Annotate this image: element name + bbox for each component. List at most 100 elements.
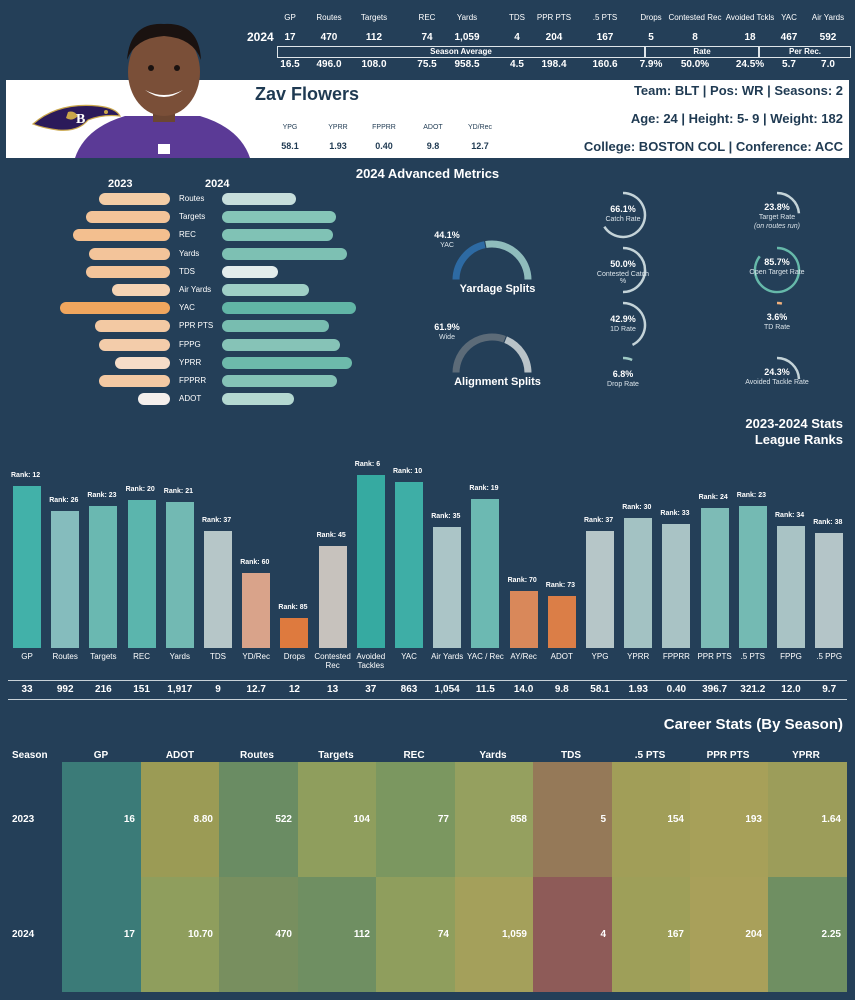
stat-total-value: 33 bbox=[21, 684, 33, 695]
table-header: Season bbox=[12, 750, 48, 761]
table-cell bbox=[768, 877, 847, 992]
stat-total-value: 9.7 bbox=[822, 684, 837, 695]
rank-bar bbox=[586, 531, 614, 648]
mini-stat-header: YPG bbox=[282, 124, 298, 131]
rate-pct: 66.1% bbox=[610, 204, 636, 214]
table-cell-value: 858 bbox=[510, 814, 527, 825]
table-header: Targets bbox=[318, 750, 354, 761]
table-header: REC bbox=[403, 750, 425, 761]
category-label: Air Yards bbox=[431, 652, 464, 661]
category-label: TDS bbox=[210, 652, 226, 661]
rate-pct: 23.8% bbox=[764, 202, 790, 212]
table-header: PPR PTS bbox=[706, 750, 750, 761]
table-cell-value: 104 bbox=[353, 814, 370, 825]
ravens-logo-icon: B bbox=[31, 104, 122, 131]
table-cell bbox=[376, 762, 455, 877]
rank-bar bbox=[13, 485, 41, 648]
category-label: FPPRR bbox=[662, 652, 690, 661]
rate-gauge bbox=[776, 191, 801, 214]
season-average-value: 958.5 bbox=[454, 59, 480, 70]
bar-2024 bbox=[222, 284, 310, 296]
donut-1 bbox=[451, 332, 533, 374]
mini-stat-value: 58.1 bbox=[281, 141, 299, 151]
rank-label: Rank: 10 bbox=[393, 468, 423, 476]
table-cell-value: 470 bbox=[275, 929, 292, 940]
mini-stat-header: ADOT bbox=[423, 124, 443, 131]
rank-label: Rank: 30 bbox=[622, 504, 652, 512]
rate-gauge bbox=[622, 356, 633, 362]
rank-label: Rank: 73 bbox=[545, 582, 575, 590]
bar-2023 bbox=[85, 265, 170, 278]
gauge-arc bbox=[622, 301, 647, 346]
mini-stat-value: 12.7 bbox=[471, 141, 489, 151]
rate-gauge bbox=[603, 191, 647, 239]
table-header: YPRR bbox=[792, 750, 820, 761]
stat-header: Avoided Tckls bbox=[725, 13, 775, 22]
bar-2024 bbox=[222, 356, 352, 369]
season-average-value: 496.0 bbox=[316, 59, 342, 70]
category-label: PPR PTS bbox=[697, 652, 732, 661]
divider bbox=[8, 680, 847, 681]
table-cell bbox=[690, 877, 768, 992]
stat-total-value: 9 bbox=[215, 684, 221, 695]
stat-value: 112 bbox=[365, 32, 383, 43]
season-average-value: 75.5 bbox=[417, 59, 437, 70]
year-2023-label: 2023 bbox=[108, 178, 133, 190]
rank-bar bbox=[547, 596, 576, 648]
table-cell-value: 16 bbox=[123, 814, 135, 825]
table-cell-value: 5 bbox=[600, 814, 606, 825]
stat-total-value: 0.40 bbox=[666, 684, 687, 695]
category-label: FPPG bbox=[780, 652, 802, 661]
table-cell-value: 1.64 bbox=[821, 814, 841, 825]
rank-bar bbox=[815, 532, 844, 648]
bar-2024 bbox=[222, 320, 330, 333]
stat-total-value: 9.8 bbox=[554, 684, 569, 695]
rank-label: Rank: 24 bbox=[698, 493, 728, 501]
table-cell bbox=[298, 762, 376, 877]
stat-total-value: 321.2 bbox=[740, 684, 766, 695]
donut-pct: 61.9% bbox=[434, 322, 460, 332]
stat-total-value: 216 bbox=[95, 684, 112, 695]
rank-bar bbox=[89, 505, 118, 648]
metric-label: TDS bbox=[179, 266, 195, 276]
table-cell bbox=[690, 762, 768, 877]
stat-header: GP bbox=[284, 13, 296, 22]
table-header: GP bbox=[93, 750, 109, 761]
rank-bar bbox=[738, 505, 767, 648]
stat-header: Yards bbox=[456, 13, 478, 22]
table-header: TDS bbox=[561, 750, 581, 761]
rank-label: Rank: 38 bbox=[813, 518, 843, 526]
bar-2024 bbox=[222, 338, 340, 351]
stat-header: Routes bbox=[316, 13, 342, 22]
stat-total-value: 12.0 bbox=[781, 684, 801, 695]
donut-title: Yardage Splits bbox=[459, 283, 536, 295]
stat-total-value: 1,917 bbox=[167, 684, 193, 695]
rate-pct: 50.0% bbox=[610, 259, 636, 269]
stat-value: 167 bbox=[596, 32, 614, 43]
bar-2023 bbox=[98, 338, 170, 351]
metric-label: ADOT bbox=[179, 394, 202, 404]
category-label: YD/Rec bbox=[242, 652, 270, 661]
mini-stat-header: FPPRR bbox=[372, 124, 396, 131]
rank-label: Rank: 37 bbox=[202, 517, 232, 525]
bar-2023 bbox=[94, 320, 170, 333]
bar-2024 bbox=[222, 302, 356, 315]
rate-label: Target Rate bbox=[758, 214, 796, 221]
season-average-value: 24.5% bbox=[735, 59, 765, 70]
category-label: GP bbox=[21, 652, 33, 661]
player-physical-info: Age: 24 | Height: 5- 9 | Weight: 182 bbox=[630, 111, 843, 126]
metric-label: YAC bbox=[179, 303, 195, 313]
bar-2023 bbox=[89, 247, 170, 260]
year-2024-label: 2024 bbox=[205, 178, 230, 190]
category-label: YPRR bbox=[627, 652, 650, 661]
stat-total-value: 992 bbox=[56, 684, 74, 695]
bar-2023 bbox=[59, 302, 170, 315]
bar-2024 bbox=[222, 393, 295, 406]
stat-value: 8 bbox=[692, 32, 698, 43]
mini-stat-header: YPRR bbox=[328, 124, 348, 131]
rank-label: Rank: 85 bbox=[278, 604, 308, 611]
player-college-info: College: BOSTON COL | Conference: ACC bbox=[583, 139, 843, 154]
stat-total-value: 14.0 bbox=[513, 684, 534, 695]
stat-total-value: 12 bbox=[288, 684, 300, 695]
table-cell bbox=[376, 877, 455, 992]
